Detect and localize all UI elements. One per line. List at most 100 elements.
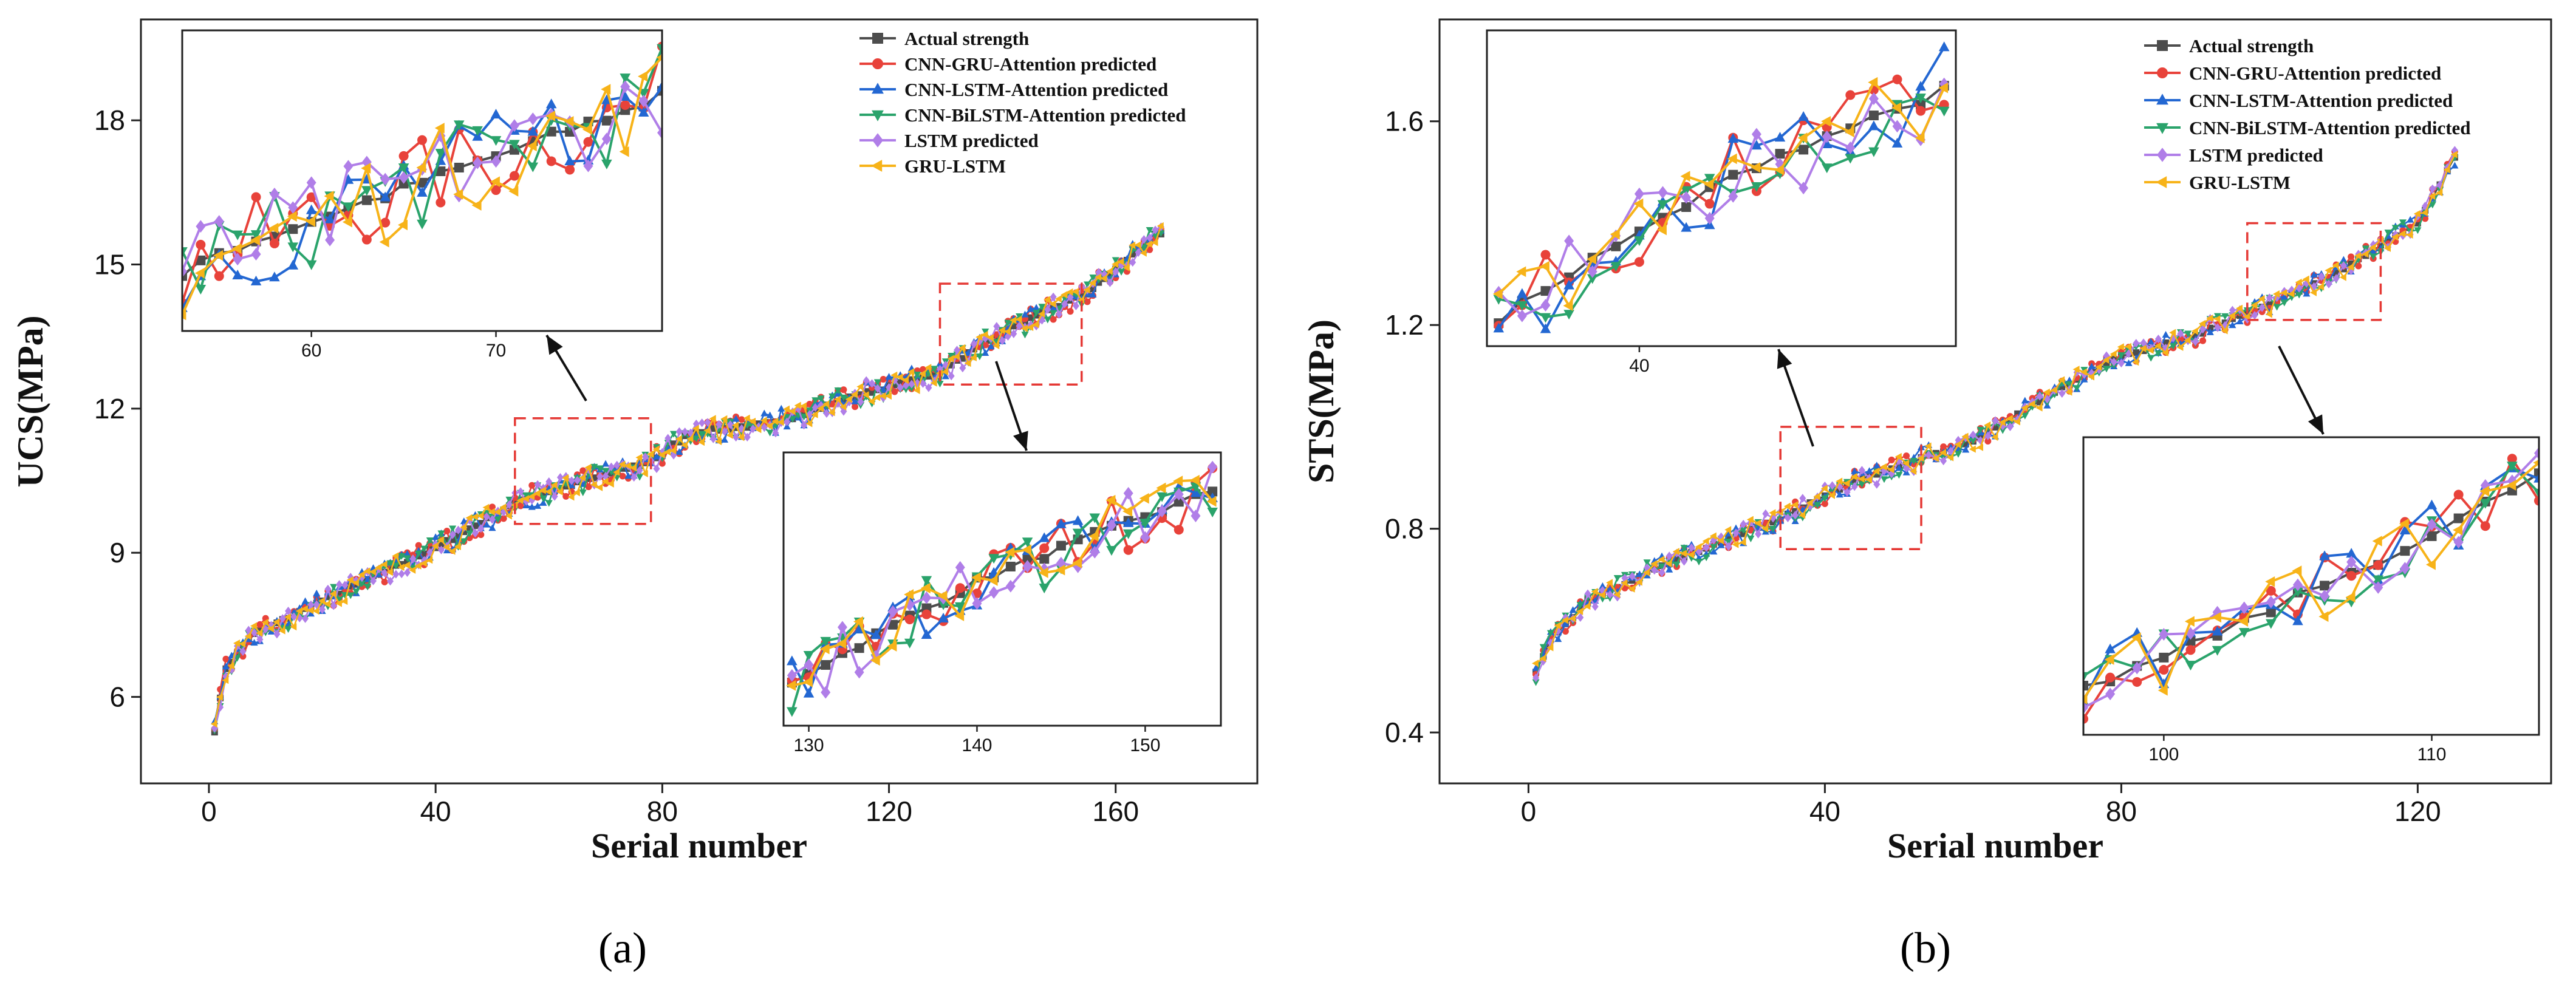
point-actual — [1039, 554, 1050, 564]
zoom-arrow-head — [547, 335, 563, 355]
point-actual — [1728, 169, 1738, 180]
point-bilstm_att — [975, 353, 983, 361]
point-lstm — [1146, 233, 1153, 242]
point-gru_att — [619, 472, 626, 480]
point-actual — [959, 355, 966, 362]
point-actual — [234, 650, 241, 658]
point-lstm_att — [675, 448, 683, 455]
point-gru_lstm — [2310, 288, 2317, 296]
point-gru_lstm — [1044, 296, 1051, 304]
point-actual — [454, 532, 462, 539]
legend-marker-gru_lstm — [2156, 176, 2167, 188]
point-bilstm_att — [602, 468, 610, 475]
point-gru_lstm — [1727, 153, 1737, 165]
point-gru_lstm — [250, 234, 260, 246]
point-bilstm_att — [386, 560, 394, 567]
point-bilstm_att — [426, 537, 434, 545]
point-actual — [2036, 398, 2043, 406]
point-lstm — [620, 80, 630, 94]
point-bilstm_att — [2221, 313, 2229, 320]
point-lstm — [239, 647, 247, 656]
point-gru_lstm — [2280, 289, 2287, 297]
point-lstm — [2295, 284, 2303, 293]
x-tick-label: 0 — [1521, 796, 1537, 827]
point-gru_lstm — [375, 564, 382, 571]
point-gru_lstm — [1880, 463, 1887, 471]
point-actual — [2266, 301, 2273, 308]
point-lstm — [211, 724, 218, 733]
point-gru_lstm — [2211, 612, 2221, 623]
point-bilstm_att — [1129, 247, 1136, 254]
point-gru_lstm — [1806, 499, 1813, 507]
point-gru_lstm — [998, 326, 1005, 335]
point-gru_att — [562, 493, 570, 500]
point-lstm — [573, 475, 581, 485]
point-gru_lstm — [952, 353, 960, 361]
legend-marker-bilstm_att — [872, 110, 884, 121]
point-lstm_att — [1027, 305, 1034, 312]
point-gru_lstm — [2014, 418, 2020, 426]
point-bilstm_att — [2154, 350, 2162, 358]
point-actual — [888, 619, 898, 630]
point-lstm — [343, 160, 354, 173]
point-lstm_att — [287, 259, 299, 270]
point-gru_lstm — [664, 448, 671, 456]
point-lstm — [214, 215, 224, 228]
point-gru_lstm — [250, 622, 257, 630]
point-gru_lstm — [1122, 264, 1130, 271]
point-gru_lstm — [2318, 611, 2329, 622]
point-gru_lstm — [1083, 286, 1090, 294]
point-bilstm_att — [2185, 661, 2196, 671]
point-bilstm_att — [1657, 200, 1669, 210]
inset-frame — [181, 29, 663, 332]
point-gru_lstm — [954, 610, 965, 621]
point-gru_att — [477, 531, 485, 539]
point-lstm — [2429, 184, 2436, 194]
point-gru_lstm — [1702, 537, 1709, 545]
point-gru_lstm — [749, 417, 756, 425]
point-gru_lstm — [2065, 388, 2072, 396]
point-bilstm_att — [398, 553, 406, 560]
point-gru_lstm — [222, 677, 229, 684]
point-lstm — [750, 424, 757, 434]
point-gru_lstm — [392, 552, 399, 560]
point-gru_lstm — [760, 417, 767, 424]
point-gru_lstm — [596, 483, 603, 491]
point-gru_lstm — [2345, 591, 2356, 603]
point-lstm_att — [2451, 162, 2459, 169]
point-lstm — [302, 614, 309, 623]
point-bilstm_att — [1751, 182, 1762, 192]
point-gru_att — [1940, 443, 1947, 451]
legend-marker-actual — [2157, 40, 2168, 51]
point-lstm — [784, 417, 791, 426]
point-lstm — [330, 601, 337, 610]
point-gru_lstm — [1828, 491, 1835, 499]
point-lstm — [664, 434, 672, 443]
point-lstm — [273, 630, 281, 639]
point-bilstm_att — [1845, 154, 1856, 164]
point-lstm — [381, 568, 388, 578]
point-gru_lstm — [822, 400, 830, 408]
point-gru_lstm — [2199, 319, 2205, 328]
point-gru_lstm — [1532, 660, 1539, 667]
x-tick-label: 120 — [2394, 796, 2441, 827]
point-gru_lstm — [1569, 615, 1576, 622]
point-lstm — [1992, 416, 1999, 425]
point-actual — [1775, 149, 1785, 159]
point-lstm_att — [528, 503, 536, 510]
point-bilstm_att — [800, 414, 808, 421]
series-group — [1532, 146, 2459, 686]
point-lstm_att — [2340, 256, 2348, 263]
point-gru_lstm — [2088, 373, 2094, 381]
legend-label: Actual strength — [904, 28, 1029, 49]
point-gru_lstm — [862, 391, 869, 399]
point-lstm — [2292, 578, 2303, 591]
point-gru_lstm — [754, 426, 762, 434]
point-bilstm_att — [1658, 563, 1666, 570]
point-gru_lstm — [290, 623, 297, 631]
point-lstm — [1123, 486, 1133, 500]
point-lstm_att — [1089, 290, 1097, 298]
caption-b: (b) — [1900, 924, 1951, 972]
point-lstm_att — [624, 472, 632, 479]
point-bilstm_att — [1072, 528, 1084, 539]
